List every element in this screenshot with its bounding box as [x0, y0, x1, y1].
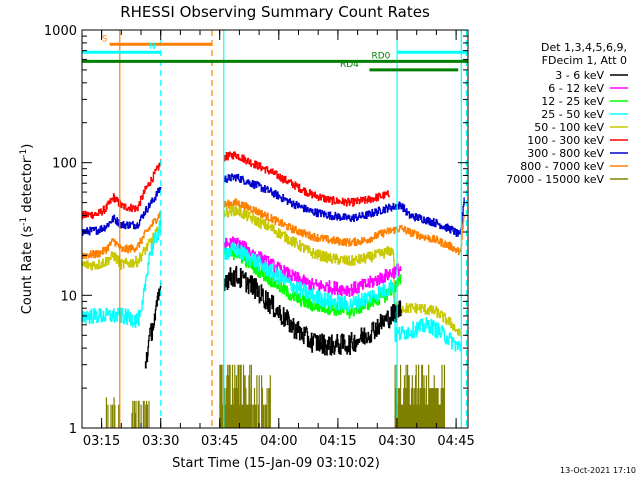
y-label-part-2: detector: [20, 157, 35, 217]
x-axis-label: Start Time (15-Jan-09 03:10:02): [172, 456, 380, 471]
x-tick-label: 03:15: [83, 434, 120, 449]
y-tick-label: 100: [52, 157, 77, 172]
x-tick-label: 04:45: [437, 434, 474, 449]
legend-label-4: 25 - 50 keV: [541, 108, 604, 121]
series-25-50keV-segment-2: [223, 242, 461, 352]
axis-layer: 1 10 100 1000 03:15 03:30 03:45 04:00 04:15 04:30…: [44, 24, 475, 449]
flag-label-rd4: RD4: [340, 60, 359, 70]
y-tick-label: 1000: [44, 24, 77, 39]
series-3-6keV-segment-1: [144, 282, 162, 369]
x-tick-label: 03:30: [142, 434, 179, 449]
background-burst-5: [250, 375, 271, 428]
legend-label-8: 800 - 7000 keV: [520, 160, 604, 173]
y-tick-label: 10: [60, 289, 77, 304]
legend-label-3: 12 - 25 keV: [541, 95, 604, 108]
series-100-300keV-segment-2: [223, 151, 390, 207]
flag-label-s: S: [102, 34, 108, 44]
y-label-sup-2: -1: [19, 149, 29, 158]
legend-label-9: 7000 - 15000 keV: [506, 173, 604, 186]
plot-frame: [81, 29, 469, 429]
background-burst-4: [219, 364, 252, 428]
legend-header-line-1: Det 1,3,4,5,6,9,: [541, 41, 627, 54]
legend-label-2: 6 - 12 keV: [548, 82, 604, 95]
flag-label-rd0: RD0: [372, 51, 391, 61]
series-800-7000keV-segment-2: [223, 198, 465, 256]
legend-label-1: 3 - 6 keV: [555, 69, 604, 82]
x-tick-label: 04:15: [319, 434, 356, 449]
legend-label-6: 100 - 300 keV: [527, 134, 604, 147]
series-300-800keV-segment-2: [223, 173, 465, 238]
flag-label-n: N: [149, 42, 156, 52]
generated-timestamp: 13-Oct-2021 17:10: [560, 466, 636, 475]
series-300-800keV-segment-1: [82, 186, 162, 237]
y-label-part-3: ): [20, 144, 35, 149]
y-label-part-1: Count Rate (s: [20, 226, 35, 315]
series-25-50keV-segment-1: [82, 216, 162, 328]
background-burst-1: [105, 397, 120, 428]
legend-label-5: 50 - 100 keV: [534, 121, 604, 134]
x-tick-label: 04:30: [378, 434, 415, 449]
series-50-100keV-segment-1: [82, 221, 162, 271]
background-burst-3: [140, 400, 150, 428]
background-burst-2: [131, 400, 140, 428]
series-3-6keV-segment-2: [223, 265, 402, 356]
flag-layer: S N RD0 RD4: [82, 34, 468, 72]
background-burst-6: [394, 364, 445, 428]
chart-title: RHESSI Observing Summary Count Rates: [120, 3, 430, 21]
y-label-sup-1: -1: [19, 217, 29, 226]
vline-layer: [119, 30, 467, 428]
series-50-100keV-segment-2: [223, 204, 461, 337]
legend-label-7: 300 - 800 keV: [527, 147, 604, 160]
legend-header-line-2: FDecim 1, Att 0: [542, 54, 627, 67]
series-100-300keV-segment-1: [82, 159, 162, 220]
legend: Det 1,3,4,5,6,9, FDecim 1, Att 0 3 - 6 k…: [506, 41, 628, 186]
y-tick-label: 1: [69, 422, 77, 437]
data-layer: [82, 151, 465, 428]
y-axis-label: Count Rate (s-1 detector-1): [19, 144, 35, 315]
x-tick-label: 04:00: [260, 434, 297, 449]
x-tick-label: 03:45: [201, 434, 238, 449]
series-800-7000keV-segment-1: [82, 211, 162, 260]
